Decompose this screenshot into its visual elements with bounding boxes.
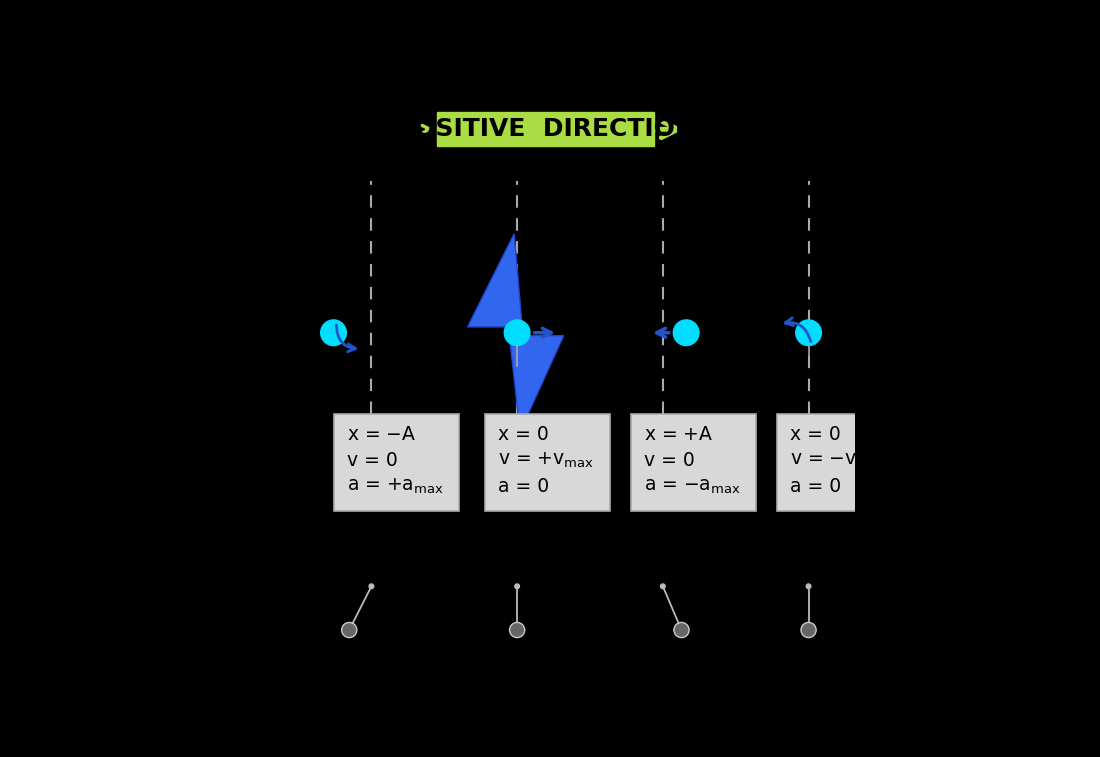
Circle shape xyxy=(674,622,689,637)
Text: POSITIVE  DIRECTION: POSITIVE DIRECTION xyxy=(396,117,695,142)
FancyBboxPatch shape xyxy=(437,112,654,146)
FancyBboxPatch shape xyxy=(333,414,459,510)
Polygon shape xyxy=(468,234,563,431)
Circle shape xyxy=(795,320,822,345)
FancyBboxPatch shape xyxy=(630,414,756,510)
Text: x = 0: x = 0 xyxy=(498,425,549,444)
Text: v = $+$v$_\mathregular{max}$: v = $+$v$_\mathregular{max}$ xyxy=(498,450,594,470)
Circle shape xyxy=(321,320,346,345)
Text: a = $+$a$_\mathregular{max}$: a = $+$a$_\mathregular{max}$ xyxy=(346,476,443,496)
Circle shape xyxy=(660,584,666,589)
Text: a = 0: a = 0 xyxy=(790,477,842,496)
FancyBboxPatch shape xyxy=(485,414,611,510)
Text: a = 0: a = 0 xyxy=(498,477,550,496)
Circle shape xyxy=(509,622,525,637)
Circle shape xyxy=(673,320,698,345)
Circle shape xyxy=(515,584,519,589)
Text: a = $-$a$_\mathregular{max}$: a = $-$a$_\mathregular{max}$ xyxy=(645,477,741,496)
Circle shape xyxy=(806,584,811,589)
Text: x = $-$A: x = $-$A xyxy=(346,425,416,444)
Circle shape xyxy=(370,584,374,589)
Text: v = $-$v$_\mathregular{max}$: v = $-$v$_\mathregular{max}$ xyxy=(790,451,886,470)
Circle shape xyxy=(504,320,530,345)
Text: v = 0: v = 0 xyxy=(645,451,695,470)
Text: v = 0: v = 0 xyxy=(346,451,398,470)
Text: x = $+$A: x = $+$A xyxy=(645,425,713,444)
FancyBboxPatch shape xyxy=(777,414,902,510)
Text: x = 0: x = 0 xyxy=(790,425,840,444)
Circle shape xyxy=(801,622,816,637)
Circle shape xyxy=(342,622,356,637)
